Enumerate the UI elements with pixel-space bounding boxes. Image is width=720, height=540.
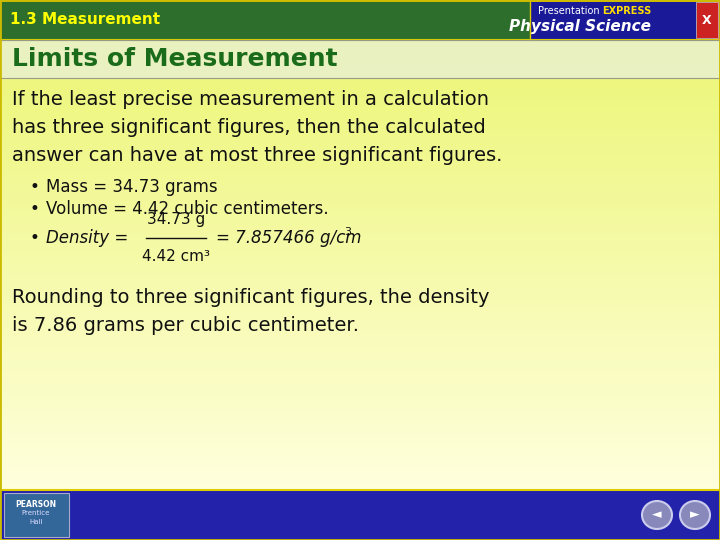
Text: ►: ► — [690, 509, 700, 522]
Bar — [0, 25, 720, 34]
Ellipse shape — [642, 501, 672, 529]
Ellipse shape — [680, 501, 710, 529]
Bar — [0, 89, 720, 98]
Text: •: • — [30, 178, 40, 196]
Bar — [0, 337, 720, 346]
Bar — [0, 305, 720, 314]
Bar — [0, 473, 720, 482]
Bar — [0, 201, 720, 210]
Bar — [0, 257, 720, 266]
Bar — [0, 313, 720, 322]
Bar — [0, 49, 720, 58]
Bar — [4, 493, 69, 537]
Bar — [0, 233, 720, 242]
Bar — [0, 353, 720, 362]
Bar — [0, 33, 720, 42]
Bar — [0, 465, 720, 474]
Bar — [0, 273, 720, 282]
Bar — [0, 41, 720, 50]
Bar — [0, 73, 720, 82]
Text: 34.73 g: 34.73 g — [147, 212, 205, 227]
Text: Volume = 4.42 cubic centimeters.: Volume = 4.42 cubic centimeters. — [46, 200, 328, 218]
Bar — [0, 161, 720, 170]
Text: PEARSON: PEARSON — [15, 500, 57, 509]
Text: •: • — [30, 200, 40, 218]
Bar — [530, 0, 716, 40]
Bar — [0, 289, 720, 298]
Text: EXPRESS: EXPRESS — [602, 6, 652, 16]
Bar — [0, 417, 720, 426]
Bar — [0, 193, 720, 202]
Text: X: X — [702, 14, 712, 26]
Text: Hall: Hall — [30, 519, 42, 525]
Text: Mass = 34.73 grams: Mass = 34.73 grams — [46, 178, 217, 196]
Text: = 7.857466 g/cm: = 7.857466 g/cm — [216, 229, 361, 247]
Text: ◄: ◄ — [652, 509, 662, 522]
Bar — [0, 121, 720, 130]
Text: Rounding to three significant figures, the density: Rounding to three significant figures, t… — [12, 288, 490, 307]
Bar — [0, 449, 720, 458]
Bar — [0, 113, 720, 122]
Text: •: • — [30, 229, 40, 247]
Bar — [0, 169, 720, 178]
Bar — [0, 65, 720, 74]
Bar — [0, 265, 720, 274]
Bar — [0, 369, 720, 378]
Bar — [0, 217, 720, 226]
Bar — [0, 40, 720, 78]
Text: is 7.86 grams per cubic centimeter.: is 7.86 grams per cubic centimeter. — [12, 316, 359, 335]
Text: 4.42 cm³: 4.42 cm³ — [142, 249, 210, 264]
Text: Prentice: Prentice — [22, 510, 50, 516]
Bar — [0, 385, 720, 394]
Bar — [0, 105, 720, 114]
Bar — [0, 481, 720, 490]
Bar — [0, 361, 720, 370]
Bar — [0, 377, 720, 386]
Text: Physical Science: Physical Science — [509, 18, 651, 33]
Bar — [0, 409, 720, 418]
Text: If the least precise measurement in a calculation: If the least precise measurement in a ca… — [12, 90, 489, 109]
Bar — [0, 281, 720, 290]
Bar — [0, 457, 720, 466]
Bar — [696, 2, 718, 38]
Bar — [0, 81, 720, 90]
Bar — [0, 329, 720, 338]
Bar — [0, 249, 720, 258]
Bar — [714, 0, 720, 40]
Text: Density =: Density = — [46, 229, 133, 247]
Bar — [0, 401, 720, 410]
Bar — [0, 153, 720, 162]
Bar — [0, 345, 720, 354]
Bar — [0, 241, 720, 250]
Bar — [0, 393, 720, 402]
Bar — [0, 57, 720, 66]
Bar — [0, 225, 720, 234]
Bar — [0, 209, 720, 218]
Bar — [0, 97, 720, 106]
Bar — [0, 441, 720, 450]
Bar — [0, 185, 720, 194]
Text: Presentation: Presentation — [538, 6, 600, 16]
Text: answer can have at most three significant figures.: answer can have at most three significan… — [12, 146, 503, 165]
Text: has three significant figures, then the calculated: has three significant figures, then the … — [12, 118, 486, 137]
Bar — [0, 17, 720, 26]
Text: 3: 3 — [344, 227, 351, 237]
Text: Limits of Measurement: Limits of Measurement — [12, 47, 338, 71]
Bar — [0, 177, 720, 186]
Bar — [0, 0, 530, 40]
Bar — [0, 490, 720, 540]
Bar — [0, 321, 720, 330]
Bar — [0, 145, 720, 154]
Bar — [0, 425, 720, 434]
Bar — [0, 433, 720, 442]
Bar — [0, 137, 720, 146]
Bar — [0, 9, 720, 18]
Bar — [0, 129, 720, 138]
Text: 1.3 Measurement: 1.3 Measurement — [10, 12, 160, 28]
Bar — [0, 297, 720, 306]
